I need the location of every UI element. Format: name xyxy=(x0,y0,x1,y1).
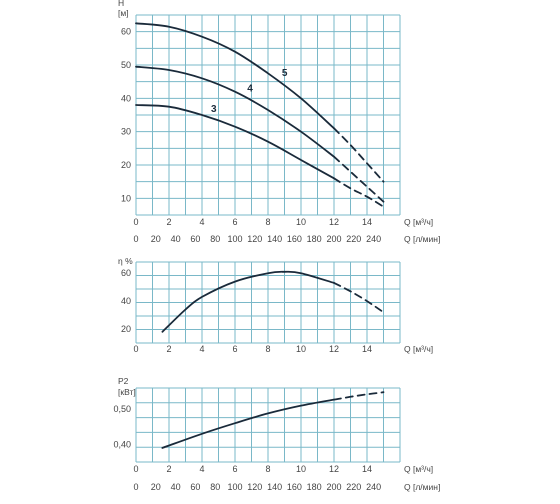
x-tick-label: 10 xyxy=(296,344,306,354)
chart-panel-3: P2[кВт] 0,40 0,50 0 2 4 6 8 10 12 14 Q [м³/ч] 0 20 40 6… xyxy=(113,376,440,492)
x-tick-label: 10 xyxy=(296,464,306,474)
series-line-dashed-4 xyxy=(333,155,385,203)
series-line-4 xyxy=(135,65,335,158)
x-tick-label-lmin: 160 xyxy=(287,234,302,244)
x-tick-label: 4 xyxy=(199,217,204,227)
x-tick-label-lmin: 100 xyxy=(227,234,242,244)
x-tick-label: 2 xyxy=(166,464,171,474)
x-tick-label-lmin: 120 xyxy=(247,234,262,244)
x-tick-label-lmin: 60 xyxy=(190,482,200,492)
series-label: 5 xyxy=(282,68,288,79)
x-tick-label: 0 xyxy=(133,344,138,354)
y-tick-label: 50 xyxy=(121,60,131,70)
x-tick-label: 0 xyxy=(133,464,138,474)
y-tick-label: 0,50 xyxy=(113,404,131,414)
x-tick-label: 6 xyxy=(232,464,237,474)
x-tick-label-lmin: 240 xyxy=(366,482,381,492)
y-tick-label: 20 xyxy=(121,324,131,334)
series-label: 4 xyxy=(247,83,253,94)
x-tick-label: 2 xyxy=(166,217,171,227)
x-tick-label-lmin: 20 xyxy=(151,482,161,492)
series-line-1 xyxy=(161,270,335,333)
x-tick-label-lmin: 40 xyxy=(171,482,181,492)
x-axis-label: Q [м³/ч] xyxy=(404,464,433,474)
series-line-5 xyxy=(135,22,335,130)
x-tick-label: 8 xyxy=(265,217,270,227)
x-tick-label-lmin: 80 xyxy=(210,234,220,244)
x-tick-label-lmin: 60 xyxy=(190,234,200,244)
y-axis-label: H xyxy=(118,0,124,8)
y-tick-label: 40 xyxy=(121,93,131,103)
x-tick-label: 12 xyxy=(329,464,339,474)
x-tick-label: 14 xyxy=(362,217,372,227)
series-label: 3 xyxy=(211,104,217,115)
x-tick-label-lmin: 0 xyxy=(133,482,138,492)
x-tick-label: 6 xyxy=(232,217,237,227)
x-tick-label: 14 xyxy=(362,464,372,474)
y-tick-label: 20 xyxy=(121,160,131,170)
x-tick-label-lmin: 200 xyxy=(326,482,341,492)
chart-panel-2: η % 20 40 60 0 2 4 6 8 10 12 14 Q [м³/ч] xyxy=(118,256,433,354)
x-tick-label: 8 xyxy=(265,344,270,354)
x-tick-label-lmin: 80 xyxy=(210,482,220,492)
y-axis-label: η % xyxy=(118,256,133,266)
y-axis-unit: [кВт] xyxy=(118,387,136,397)
grid xyxy=(135,261,401,344)
x-tick-label: 8 xyxy=(265,464,270,474)
y-axis-unit: [м] xyxy=(118,8,129,18)
x-tick-label-lmin: 20 xyxy=(151,234,161,244)
x-tick-label-lmin: 140 xyxy=(267,234,282,244)
x-tick-label-lmin: 220 xyxy=(346,234,361,244)
x-tick-label-lmin: 140 xyxy=(267,482,282,492)
x-tick-label-lmin: 160 xyxy=(287,482,302,492)
y-tick-label: 0,40 xyxy=(113,439,131,449)
x-tick-label-lmin: 120 xyxy=(247,482,262,492)
x-tick-label-lmin: 100 xyxy=(227,482,242,492)
x-tick-label-lmin: 180 xyxy=(307,482,322,492)
x-tick-label-lmin: 240 xyxy=(366,234,381,244)
x-axis-label: Q [м³/ч] xyxy=(404,217,433,227)
chart-panel-1: H[м] 10 20 30 40 50 60 0 2 4 6 8 10 12 14 Q [м³/ч] 0 20 40… xyxy=(118,0,440,244)
y-tick-label: 10 xyxy=(121,193,131,203)
series-line-dashed-1 xyxy=(333,282,385,314)
y-tick-label: 60 xyxy=(121,268,131,278)
y-axis-label: P2 xyxy=(118,376,129,386)
grid xyxy=(135,387,401,463)
series-line-3 xyxy=(135,104,335,180)
x-tick-label-lmin: 180 xyxy=(307,234,322,244)
series-line-dashed-5 xyxy=(333,127,385,183)
x-axis-label-lmin: Q [л/мин] xyxy=(404,482,440,492)
series-line-dashed-3 xyxy=(333,177,385,208)
y-tick-label: 30 xyxy=(121,127,131,137)
y-tick-label: 60 xyxy=(121,27,131,37)
x-tick-label-lmin: 200 xyxy=(326,234,341,244)
y-tick-label: 40 xyxy=(121,296,131,306)
x-axis-label-lmin: Q [л/мин] xyxy=(404,234,440,244)
x-tick-label: 10 xyxy=(296,217,306,227)
x-tick-label: 14 xyxy=(362,344,372,354)
x-tick-label: 4 xyxy=(199,344,204,354)
x-axis-label: Q [м³/ч] xyxy=(404,344,433,354)
series-line-dashed-1 xyxy=(333,391,385,401)
x-tick-label-lmin: 0 xyxy=(133,234,138,244)
x-tick-label: 0 xyxy=(133,217,138,227)
x-tick-label: 12 xyxy=(329,344,339,354)
x-tick-label: 12 xyxy=(329,217,339,227)
grid xyxy=(135,14,401,216)
x-tick-label: 6 xyxy=(232,344,237,354)
series-line-1 xyxy=(161,398,335,449)
x-tick-label-lmin: 40 xyxy=(171,234,181,244)
x-tick-label: 4 xyxy=(199,464,204,474)
x-tick-label: 2 xyxy=(166,344,171,354)
x-tick-label-lmin: 220 xyxy=(346,482,361,492)
